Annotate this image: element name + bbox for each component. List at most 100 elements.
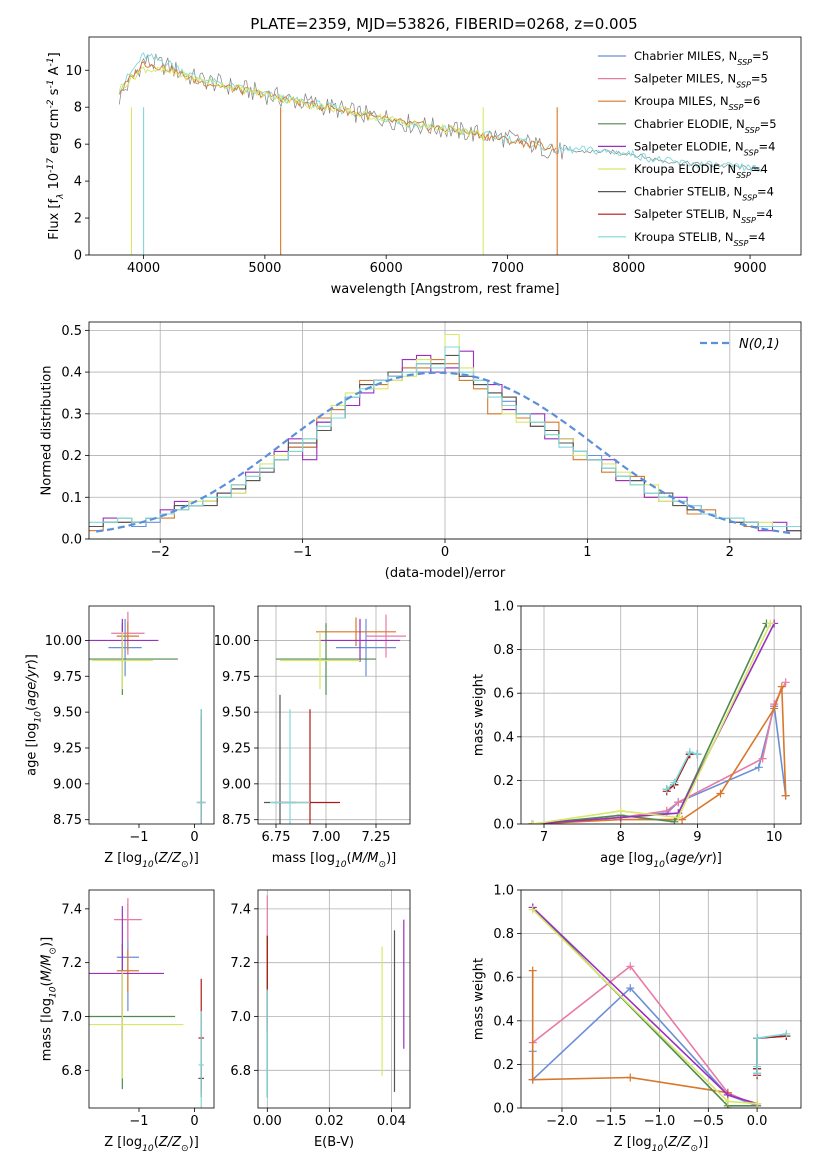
y-tick-label: 7.4 (230, 902, 251, 917)
plot-area (89, 333, 801, 535)
x-tick-label: 9 (693, 830, 701, 845)
y-axis-label: age [log10(age/yr)] (25, 654, 44, 776)
age-weight-panel: 7 8 9 10 0.0 0.2 0.4 0.6 0.8 1.0 age [log10(age/yr… (472, 600, 802, 870)
weight-marker (626, 984, 635, 993)
weight-line (532, 686, 787, 824)
y-tick-label: 1.0 (493, 600, 514, 615)
weight-marker (528, 1075, 537, 1084)
x-tick-label: 0.00 (253, 1114, 282, 1129)
x-axis-label: age [log10(age/yr)] (600, 851, 722, 870)
histogram-step (89, 346, 801, 528)
y-tick-label: 7.2 (61, 956, 82, 971)
plot-area (528, 619, 790, 824)
y-tick-label: 8.75 (222, 813, 251, 828)
weight-line (532, 623, 772, 824)
weight-line (532, 965, 758, 1107)
weight-line (532, 681, 787, 824)
x-axis-label: mass [log10(M/M⊙)] (272, 851, 396, 870)
legend-label: Salpeter STELIB, NSSP=4 (634, 207, 773, 225)
axes-frame (88, 605, 215, 825)
axes-frame (88, 36, 802, 256)
weight-marker (670, 778, 679, 787)
plot-area (118, 52, 763, 255)
y-tick-label: 7.2 (230, 956, 251, 971)
axes-frame (257, 605, 411, 825)
x-tick-label: 0.0 (747, 1114, 768, 1129)
x-tick-label: 10 (766, 830, 783, 845)
weight-marker (723, 1097, 732, 1106)
weight-marker (754, 763, 763, 772)
residuals-panel: −2 −1 0 1 2 0.0 0.1 0.2 0.3 0.4 0.5 (data-model)/er… (40, 321, 802, 581)
x-tick-label: 8 (617, 830, 625, 845)
y-tick-label: 8 (74, 101, 82, 116)
weight-marker (753, 1062, 762, 1071)
y-tick-label: 0.8 (493, 643, 514, 658)
x-axis-label: Z [log10(Z/Z⊙)] (104, 1135, 199, 1154)
y-tick-label: 6 (74, 138, 82, 153)
x-tick-label: −1 (293, 545, 312, 560)
mass-age-panel: 6.75 7.00 7.25 8.75 9.00 9.25 9.50 9.75 10.00 mas… (214, 605, 411, 870)
y-axis-label: mass [log10(M/M⊙)] (40, 937, 59, 1061)
x-axis-label: Z [log10(Z/Z⊙)] (104, 851, 199, 870)
y-tick-label: 0.6 (493, 687, 514, 702)
y-tick-label: 9.75 (53, 670, 82, 685)
y-tick-label: 9.00 (53, 777, 82, 792)
weight-marker (528, 966, 537, 975)
z-weight-panel: −2.0 −1.5 −1.0 −0.5 0.0 0.0 0.2 0.4 0.6 0.8 1.0 Z [… (472, 884, 802, 1154)
legend-label: N(0,1) (739, 337, 780, 352)
legend-label: Salpeter ELODIE, NSSP=4 (634, 139, 775, 157)
x-tick-label: 7.25 (362, 830, 391, 845)
y-tick-label: 0.2 (493, 1058, 514, 1073)
y-tick-label: 4 (74, 175, 82, 190)
weight-line (532, 906, 758, 1107)
y-tick-label: 0.2 (493, 774, 514, 789)
weight-marker (753, 1034, 762, 1043)
axes-frame (257, 889, 411, 1109)
y-tick-label: 8.75 (53, 813, 82, 828)
plot-area (89, 611, 206, 824)
weight-line (532, 706, 787, 824)
weight-marker (693, 750, 702, 759)
x-axis-label: wavelength [Angstrom, rest frame] (331, 282, 560, 297)
weight-marker (528, 905, 537, 914)
x-tick-label: 4000 (127, 261, 160, 276)
plot-area (89, 898, 204, 1108)
y-tick-label: 0.0 (493, 1102, 514, 1117)
y-tick-label: 10 (65, 64, 82, 79)
y-tick-label: 0.8 (493, 927, 514, 942)
y-axis-label: mass weight (472, 674, 487, 756)
weight-line (756, 1035, 787, 1074)
y-tick-label: 7.0 (61, 1010, 82, 1025)
weight-marker (674, 813, 683, 822)
weight-line (532, 623, 775, 824)
histogram-step (89, 333, 801, 528)
x-tick-label: 8000 (612, 261, 645, 276)
legend-label: Kroupa ELODIE, NSSP=4 (634, 162, 768, 180)
y-tick-label: 10.00 (45, 634, 82, 649)
weight-line (532, 906, 758, 1105)
y-tick-label: 0.0 (61, 533, 82, 548)
x-tick-label: 0 (190, 1114, 198, 1129)
normal-curve (95, 371, 795, 535)
weight-marker (781, 791, 790, 800)
weight-marker (758, 754, 767, 763)
x-tick-label: 0 (441, 545, 449, 560)
y-tick-label: 0.5 (61, 324, 82, 339)
y-axis-label: mass weight (472, 958, 487, 1040)
weight-marker (766, 619, 775, 628)
legend-label: Salpeter MILES, NSSP=5 (634, 72, 768, 90)
x-tick-label: 9000 (734, 261, 767, 276)
weight-marker (777, 682, 786, 691)
weight-marker (716, 789, 725, 798)
y-tick-label: 2 (74, 212, 82, 227)
axes-frame (520, 605, 802, 825)
weight-marker (781, 678, 790, 687)
x-tick-label: 0 (190, 830, 198, 845)
x-tick-label: 6.75 (262, 830, 291, 845)
x-tick-label: −1.5 (595, 1114, 627, 1129)
weight-line (666, 751, 698, 790)
y-tick-label: 9.25 (53, 741, 82, 756)
x-tick-label: −1.0 (644, 1114, 676, 1129)
weight-marker (670, 817, 679, 824)
